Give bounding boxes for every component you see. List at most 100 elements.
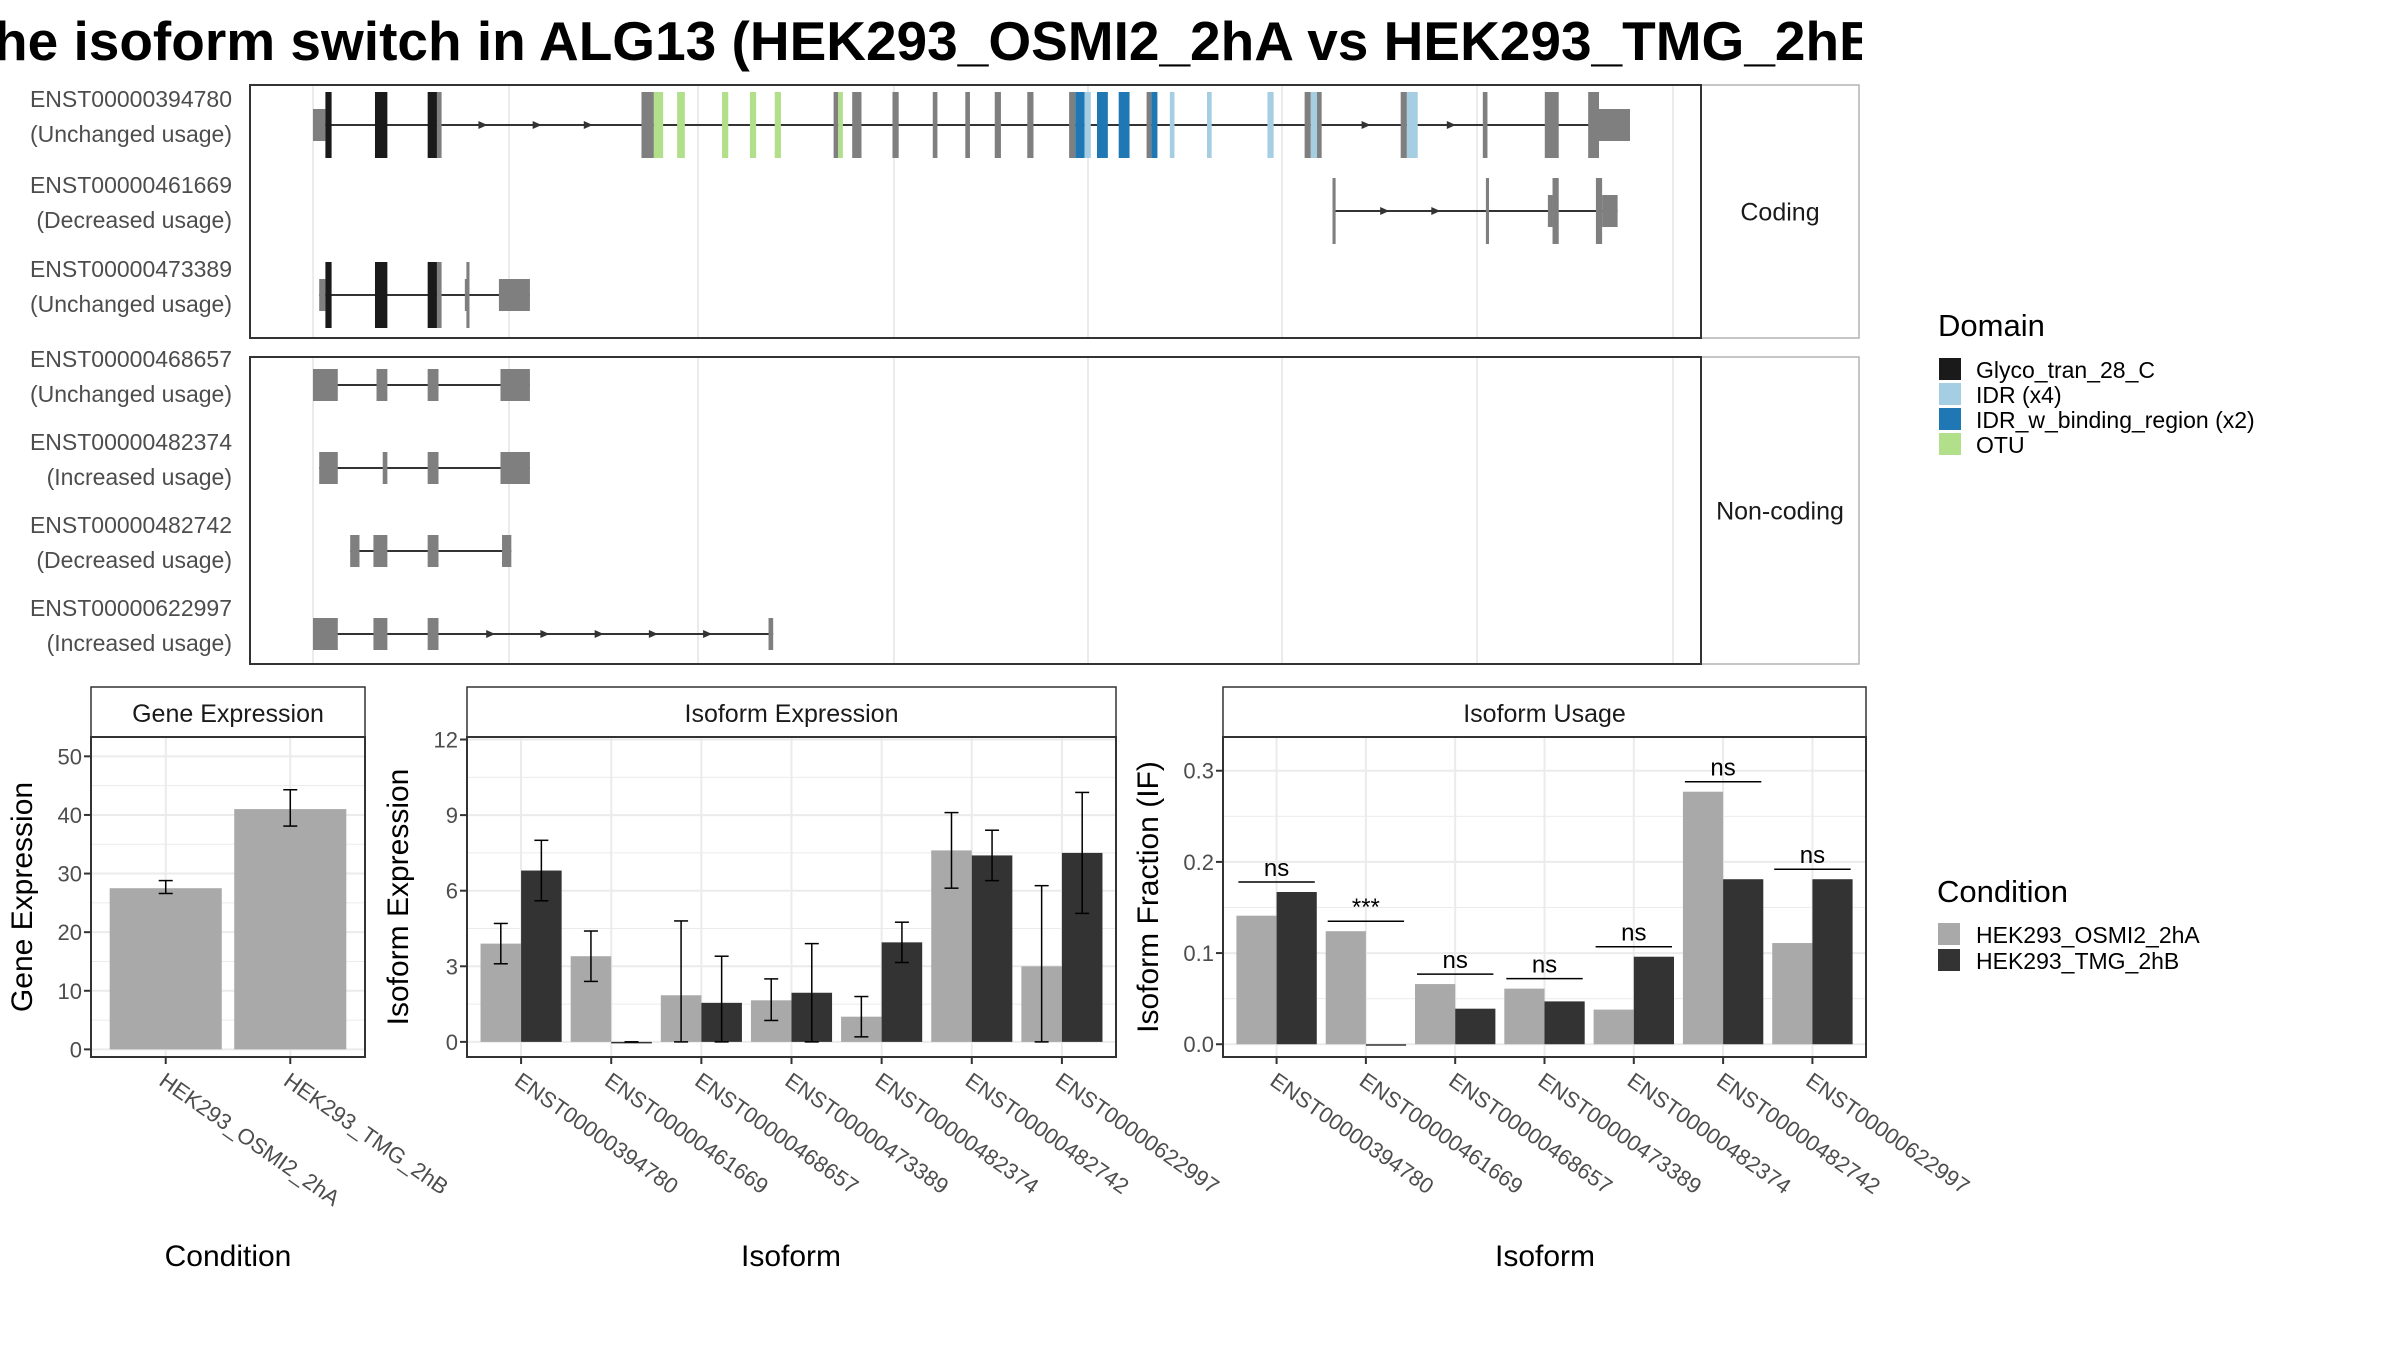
bar — [1415, 984, 1456, 1045]
x-tick-label: ENST00000394780 — [1266, 1068, 1439, 1199]
x-tick-label: ENST00000461669 — [1355, 1068, 1528, 1199]
exon — [641, 92, 654, 158]
significance-mark: *** — [1327, 894, 1405, 922]
domain-exon — [1310, 92, 1318, 158]
significance-label: ns — [1443, 947, 1468, 974]
domain-exon — [677, 92, 685, 158]
exon — [1485, 178, 1490, 244]
domain-legend-label: OTU — [1976, 432, 2025, 458]
intron-arrow — [703, 630, 713, 638]
bar — [1276, 891, 1317, 1045]
domain-exon — [653, 92, 664, 158]
y-tick-label: 0.3 — [1183, 759, 1214, 784]
intron-arrow — [486, 630, 496, 638]
bar — [234, 809, 347, 1050]
isoform-id-label: ENST00000482374 — [30, 429, 232, 455]
domain-legend-label: Glyco_tran_28_C — [1976, 357, 2155, 383]
error-bar — [714, 955, 729, 1043]
exon — [313, 109, 326, 141]
intron-arrow — [583, 121, 593, 129]
bar — [1593, 1009, 1634, 1045]
error-bar — [804, 942, 819, 1043]
isoform-track: ENST00000461669 (Decreased usage) — [30, 172, 1618, 244]
panel-strip — [90, 686, 366, 738]
y-tick-label: 6 — [446, 879, 458, 904]
exon — [1599, 109, 1630, 141]
significance-mark: ns — [1506, 952, 1583, 980]
isoform-id-label: ENST00000482742 — [30, 512, 232, 538]
intron-arrow — [532, 121, 542, 129]
isoform-usage-label: (Unchanged usage) — [30, 291, 232, 317]
exon — [965, 92, 970, 158]
exon — [427, 535, 439, 567]
error-bar — [583, 930, 598, 983]
exon — [373, 618, 388, 650]
isoform-track: ENST00000482374 (Increased usage) — [30, 429, 530, 490]
domain-exon — [374, 92, 388, 158]
exon — [833, 92, 839, 158]
y-tick-label: 12 — [434, 728, 458, 753]
isoform-usage-label: (Increased usage) — [47, 630, 232, 656]
exon — [382, 452, 388, 484]
y-tick-label: 0.2 — [1183, 850, 1214, 875]
exon — [500, 452, 530, 484]
isoform-id-label: ENST00000473389 — [30, 256, 232, 282]
plot-border — [90, 736, 366, 1058]
significance-mark: ns — [1774, 842, 1851, 870]
y-tick-label: 0.0 — [1183, 1032, 1214, 1057]
x-tick-label: ENST00000394780 — [510, 1068, 683, 1199]
domain-exon — [1207, 92, 1212, 158]
bar-panel-isoform-expression: Isoform Expression036912ENST00000394780E… — [382, 686, 1224, 1273]
y-tick-label: 40 — [58, 803, 82, 828]
figure-title: he isoform switch in ALG13 (HEK293_OSMI2… — [0, 10, 1862, 72]
x-tick-label: ENST00000468657 — [1444, 1068, 1617, 1199]
condition-legend-key — [1938, 949, 1960, 971]
y-tick-label: 0 — [446, 1030, 458, 1055]
error-bar — [854, 995, 869, 1038]
bar — [1325, 931, 1366, 1045]
domain-legend-key — [1939, 408, 1961, 430]
y-tick-label: 0.1 — [1183, 941, 1214, 966]
exon — [500, 369, 530, 401]
exon — [319, 452, 338, 484]
x-axis-title: Condition — [165, 1240, 292, 1273]
bar — [1772, 943, 1813, 1045]
panel-title: Gene Expression — [132, 700, 324, 728]
facet-strip — [1700, 356, 1860, 665]
condition-legend-key — [1938, 923, 1960, 945]
domain-exon — [838, 92, 843, 158]
error-bar — [674, 920, 689, 1043]
error-bar — [283, 788, 298, 827]
exon — [932, 92, 938, 158]
condition-legend-label: HEK293_TMG_2hB — [1976, 948, 2179, 974]
exon — [1400, 92, 1407, 158]
domain-exon — [722, 92, 729, 158]
significance-label: ns — [1532, 952, 1557, 979]
domain-legend-key — [1939, 358, 1961, 380]
exon — [376, 369, 388, 401]
bar-panel-isoform-usage: Isoform Usage ns *** ns ns ns ns ns 0.0 0.1 0.2 0.3… — [1132, 686, 1974, 1273]
structure-panel-border — [249, 84, 1702, 339]
y-tick-label: 0 — [70, 1037, 82, 1062]
intron-arrow — [540, 630, 550, 638]
error-bar — [894, 921, 909, 964]
isoform-track: ENST00000622997 (Increased usage) — [30, 595, 774, 656]
exon — [1304, 92, 1311, 158]
significance-label: ns — [1264, 855, 1289, 882]
isoform-usage-label: (Unchanged usage) — [30, 381, 232, 407]
y-axis-title: Isoform Fraction (IF) — [1132, 761, 1165, 1033]
isoform-id-label: ENST00000468657 — [30, 346, 232, 372]
domain-legend-key — [1939, 383, 1961, 405]
exon — [502, 535, 512, 567]
exon — [1317, 92, 1322, 158]
domain-exon — [325, 92, 332, 158]
significance-label: ns — [1621, 920, 1646, 947]
intron-arrow — [1431, 207, 1441, 215]
exon — [1332, 178, 1336, 244]
exon — [1552, 178, 1559, 244]
exon — [319, 279, 326, 311]
facet-strip-label: Non-coding — [1716, 498, 1844, 526]
